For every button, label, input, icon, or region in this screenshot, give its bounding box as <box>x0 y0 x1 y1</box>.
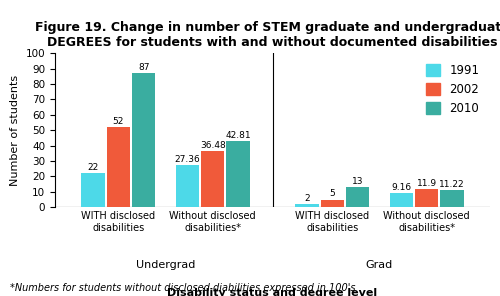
Bar <box>415 189 438 207</box>
Bar <box>440 190 464 207</box>
Text: 36.48: 36.48 <box>200 141 226 150</box>
Text: 87: 87 <box>138 63 149 72</box>
Bar <box>132 73 156 207</box>
Bar <box>226 141 250 207</box>
Text: 42.81: 42.81 <box>225 131 251 140</box>
Text: 13: 13 <box>352 177 364 186</box>
Bar <box>106 127 130 207</box>
Bar <box>390 193 413 207</box>
Legend: 1991, 2002, 2010: 1991, 2002, 2010 <box>421 59 484 120</box>
Bar <box>82 173 104 207</box>
Text: 9.16: 9.16 <box>391 183 411 192</box>
Text: Undergrad: Undergrad <box>136 260 195 270</box>
Bar <box>346 187 370 207</box>
Text: 27.36: 27.36 <box>174 155 200 164</box>
Text: *Numbers for students without disclosed diabilities expressed in 100's: *Numbers for students without disclosed … <box>10 283 356 293</box>
Text: 11.9: 11.9 <box>416 179 436 188</box>
Text: Disability status and degree level: Disability status and degree level <box>168 288 378 296</box>
Text: 11.22: 11.22 <box>439 180 465 189</box>
Text: 2: 2 <box>304 194 310 203</box>
Text: 52: 52 <box>112 117 124 126</box>
Text: 22: 22 <box>88 163 99 172</box>
Text: Grad: Grad <box>366 260 393 270</box>
Text: 5: 5 <box>330 189 335 198</box>
Title: Figure 19. Change in number of STEM graduate and undergraduate
DEGREES for stude: Figure 19. Change in number of STEM grad… <box>35 21 500 49</box>
Bar <box>201 151 224 207</box>
Bar <box>296 204 318 207</box>
Y-axis label: Number of students: Number of students <box>10 75 20 186</box>
Bar <box>176 165 199 207</box>
Bar <box>320 200 344 207</box>
